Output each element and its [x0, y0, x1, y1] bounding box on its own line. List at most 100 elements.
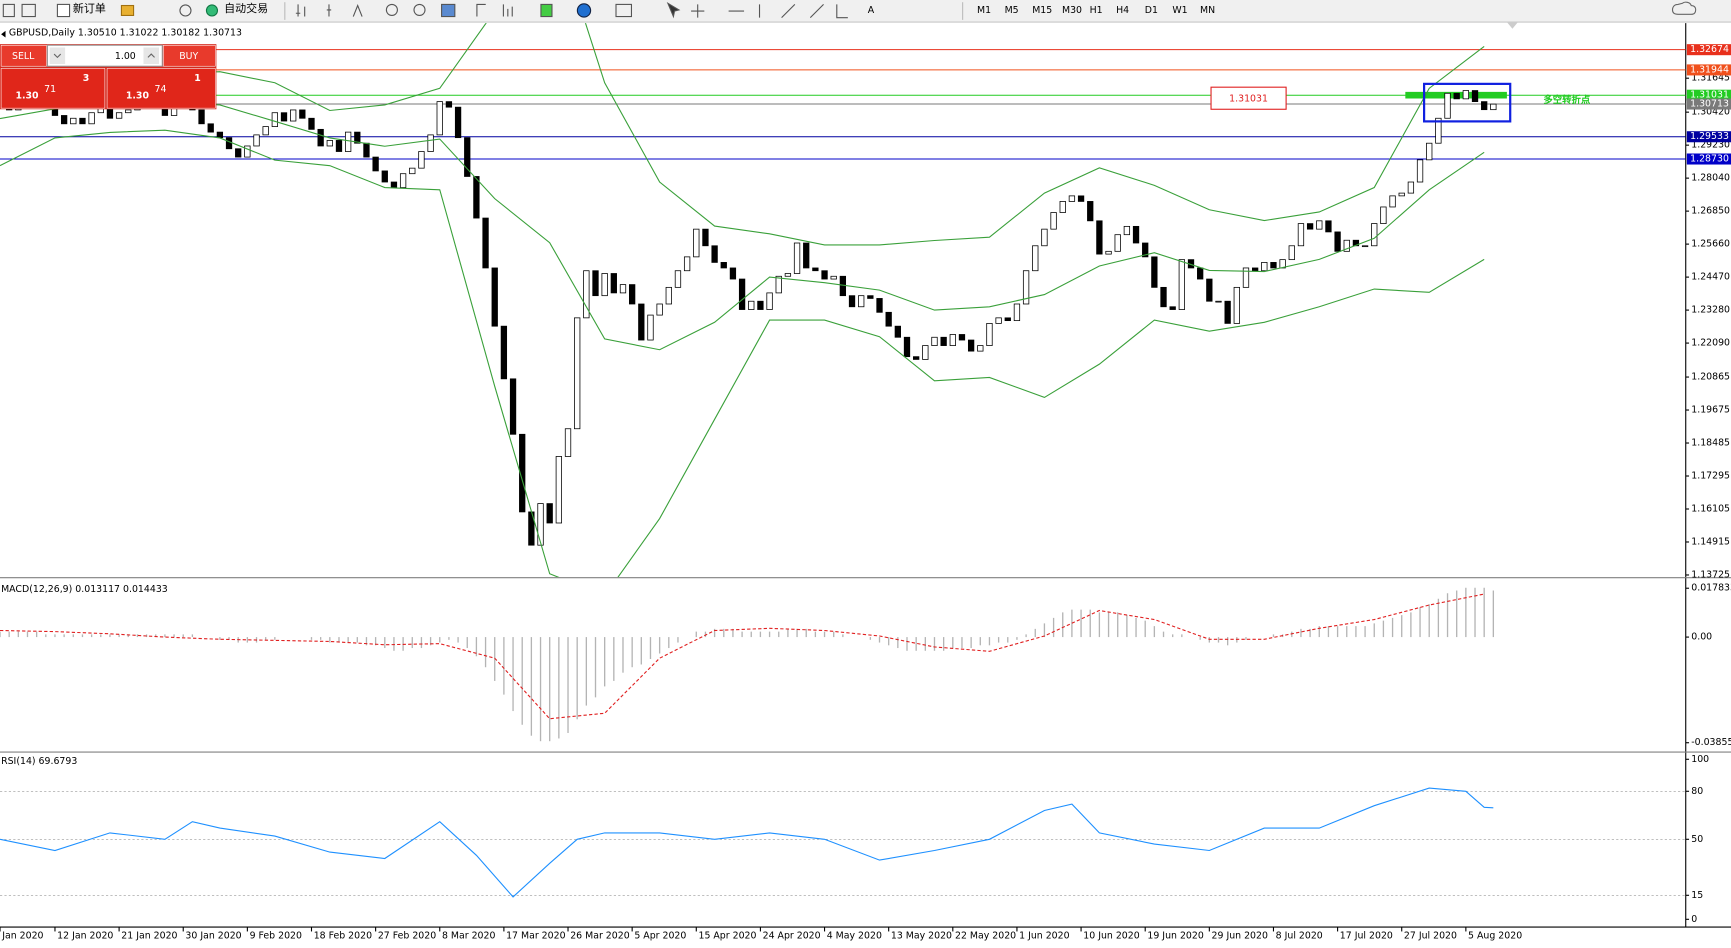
candle: [647, 314, 654, 341]
candle: [271, 112, 278, 127]
icon[interactable]: [205, 4, 219, 17]
cloud-icon[interactable]: [1671, 1, 1697, 15]
x-tick-label: 8 Jul 2020: [1276, 930, 1323, 941]
y-tick-label: 15: [1691, 890, 1703, 901]
price-level-tag: [1686, 44, 1731, 56]
candle: [876, 298, 883, 313]
candle: [308, 117, 315, 130]
y-tick-label: 1.23280: [1691, 305, 1730, 316]
candle: [464, 137, 471, 177]
timeframe-button[interactable]: D1: [1145, 5, 1158, 16]
icon[interactable]: [476, 3, 513, 17]
candle: [665, 286, 672, 305]
candle: [894, 325, 901, 338]
candle: [949, 334, 956, 346]
candle: [1151, 256, 1158, 288]
candle: [1334, 231, 1341, 252]
icon[interactable]: [441, 3, 456, 18]
candle: [839, 275, 847, 297]
candle: [830, 275, 837, 280]
chart-area: [0, 23, 1686, 928]
candle: [601, 273, 608, 297]
lot-value[interactable]: 1.00: [115, 51, 136, 62]
timeframe-button[interactable]: M5: [1005, 5, 1019, 16]
candle: [280, 112, 288, 122]
icon[interactable]: [666, 1, 681, 19]
icon[interactable]: [56, 3, 71, 18]
icon[interactable]: [540, 3, 553, 18]
candle: [1142, 242, 1149, 258]
indicator-line: [0, 593, 1485, 720]
candle: [1178, 259, 1185, 310]
sell-button[interactable]: [0, 44, 47, 67]
candle: [354, 131, 361, 144]
candle: [1462, 90, 1470, 100]
icon[interactable]: [295, 4, 363, 17]
new-order[interactable]: 新订单: [73, 1, 106, 15]
x-tick-label: 5 Aug 2020: [1468, 930, 1522, 941]
icon[interactable]: [413, 3, 426, 17]
y-tick-label: 0: [1691, 914, 1697, 925]
sell-label[interactable]: SELL: [12, 51, 35, 62]
x-tick-label: 21 Jan 2020: [121, 930, 177, 941]
timeframe-button[interactable]: M1: [977, 5, 991, 16]
lot-up[interactable]: [143, 47, 159, 65]
candle: [454, 106, 462, 139]
icon[interactable]: [615, 3, 633, 18]
timeframe-button[interactable]: W1: [1172, 5, 1187, 16]
ask-box[interactable]: [106, 68, 216, 109]
candle: [1380, 206, 1387, 224]
buy-button[interactable]: [163, 44, 216, 67]
icon[interactable]: [691, 4, 848, 19]
toolbar-icons: [2, 1, 964, 20]
indicator-title: RSI(14) 69.6793: [1, 756, 77, 767]
price-label-box: [1210, 86, 1287, 110]
buy-label[interactable]: BUY: [179, 51, 198, 62]
candle: [509, 378, 517, 435]
candle: [244, 145, 251, 158]
lot-field[interactable]: [46, 44, 163, 67]
candle: [720, 262, 727, 269]
y-tick-label: 1.31645: [1691, 73, 1730, 84]
text-tool[interactable]: A: [868, 5, 875, 16]
auto-trading[interactable]: 自动交易: [224, 1, 268, 15]
x-tick-label: 18 Feb 2020: [314, 930, 372, 941]
x-tick-label: 8 Mar 2020: [442, 930, 496, 941]
candle: [409, 167, 416, 175]
candle: [1481, 101, 1488, 111]
lot-down[interactable]: [49, 47, 66, 65]
candle: [1371, 223, 1378, 247]
y-tick-label: 1.29230: [1691, 140, 1730, 151]
candle: [500, 325, 508, 380]
icon[interactable]: [179, 4, 192, 17]
candle: [335, 140, 343, 152]
timeframe-button[interactable]: MN: [1200, 5, 1215, 16]
y-tick-label: 0.017833: [1691, 583, 1731, 594]
timeframe-button[interactable]: M15: [1032, 5, 1052, 16]
bid-box[interactable]: [0, 68, 106, 109]
candle: [519, 433, 526, 513]
price-level-tag: [1686, 64, 1731, 76]
candle: [958, 334, 966, 341]
candle: [1068, 195, 1076, 202]
candle: [1123, 225, 1131, 236]
timeframe-button[interactable]: H1: [1090, 5, 1103, 16]
candle: [775, 275, 782, 294]
candle: [125, 109, 132, 114]
timeframe-button[interactable]: M30: [1062, 5, 1082, 16]
x-tick-label: 15 Apr 2020: [698, 930, 756, 941]
timeframe-bar: M1 M5 M15 M30 H1 H4 D1 W1 MN: [977, 5, 1215, 16]
x-tick-label: 26 Mar 2020: [570, 930, 629, 941]
toolbar: [0, 0, 1731, 23]
candle: [1077, 195, 1085, 202]
x-tick-label: 22 May 2020: [955, 930, 1016, 941]
candle: [619, 284, 627, 294]
price-level-label: 1.29533: [1690, 131, 1729, 142]
candle: [858, 295, 865, 308]
icon[interactable]: [385, 3, 398, 17]
icon[interactable]: [120, 4, 135, 17]
timeframe-button[interactable]: H4: [1116, 5, 1129, 16]
candle: [986, 323, 993, 346]
y-tick-label: 1.26850: [1691, 206, 1730, 217]
icon[interactable]: [576, 3, 592, 18]
